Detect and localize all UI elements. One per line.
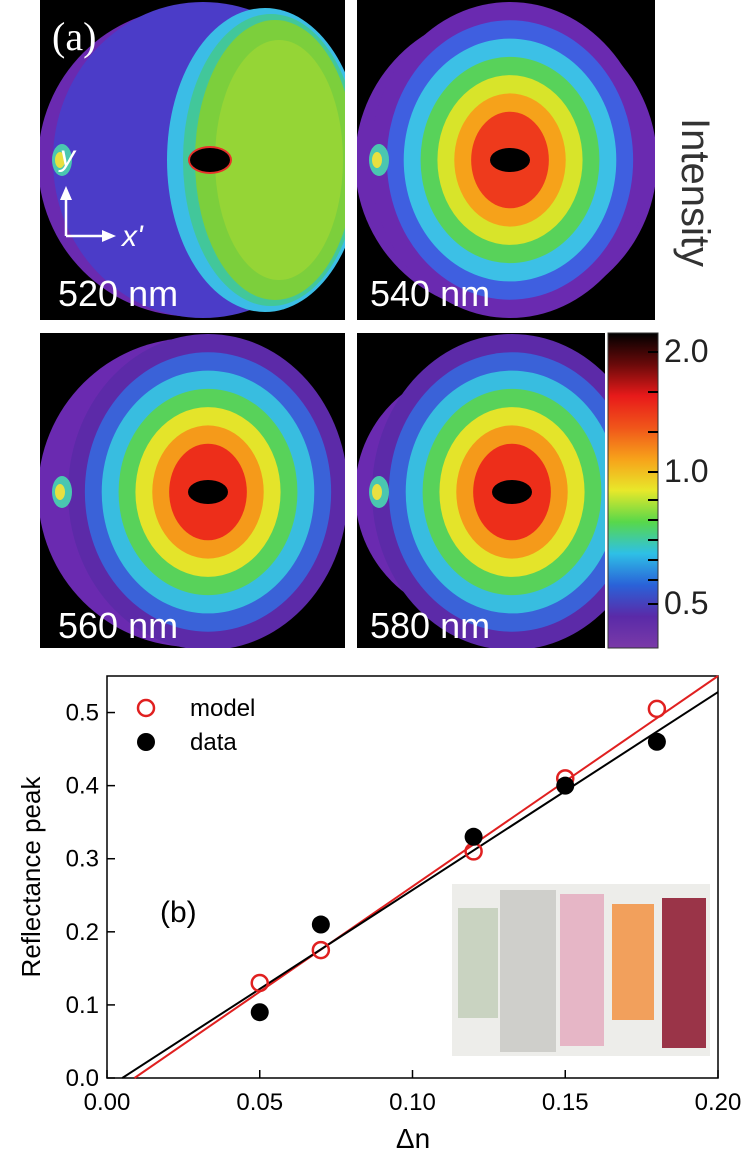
inset-film-3 (560, 894, 604, 1046)
wavelength-label-540: 540 nm (370, 273, 490, 314)
map-edge-spot-core (372, 484, 382, 500)
inset-film-2 (500, 890, 556, 1052)
map-hotspot (490, 148, 530, 172)
map-edge-spot-core (55, 152, 65, 168)
panel-b: 0.00 0.05 0.10 0.15 0.20 0.00.10.20.30.40.5 … (16, 675, 742, 1154)
map-hotspot (492, 480, 532, 504)
map-edge-spot-core (55, 484, 65, 500)
fit-lines (121, 675, 719, 1079)
map-560nm (40, 333, 345, 648)
point-model (311, 940, 331, 960)
point-data (647, 732, 666, 751)
wavelength-label-520: 520 nm (58, 273, 178, 314)
axis-y-label: y (58, 140, 77, 173)
map-540nm (357, 0, 655, 320)
axis-x-label: x' (120, 220, 144, 253)
axis-arrows: y x' (58, 140, 144, 253)
point-data (311, 915, 330, 934)
point-data (250, 1003, 269, 1022)
y-tick-label: 0.1 (66, 992, 99, 1019)
colorbar-tick-1: 1.0 (664, 453, 708, 489)
colorbar: 2.0 1.0 0.5 Intensity (607, 118, 717, 649)
map-hotspot (188, 480, 228, 504)
map-edge-spot-core (372, 152, 382, 168)
x-axis-title: Δn (396, 1123, 430, 1154)
colorbar-tick-marks (648, 351, 658, 605)
colorbar-title: Intensity (673, 118, 717, 267)
inset-photo (452, 884, 710, 1056)
inset-film-1 (458, 908, 498, 1018)
x-tick-label: 0.10 (389, 1089, 436, 1116)
x-axis: 0.00 0.05 0.10 0.15 0.20 (84, 1070, 742, 1116)
colorbar-tick-05: 0.5 (664, 585, 708, 621)
legend-marker-model (136, 698, 156, 718)
panel-a: (a) y x' 520 nm 540 nm 560 nm 580 nm (40, 0, 717, 649)
point-model (250, 973, 269, 993)
panel-a-label: (a) (52, 14, 96, 59)
map-580nm (357, 333, 605, 648)
y-tick-label: 0.2 (66, 919, 99, 946)
y-tick-label: 0.4 (66, 773, 99, 800)
colorbar-gradient (607, 332, 659, 649)
inset-film-4 (612, 904, 654, 1020)
legend-label-data: data (190, 729, 237, 756)
x-tick-label: 0.20 (695, 1089, 742, 1116)
y-axis: 0.0 0.1 0.2 0.3 0.4 0.5 (66, 700, 115, 1092)
map-520nm (40, 0, 345, 320)
panel-b-label: (b) (160, 896, 197, 929)
legend-label-model: model (190, 695, 255, 722)
y-tick-label: 0.0 (66, 1065, 99, 1092)
map-hotspot (190, 148, 230, 172)
legend: model data (136, 695, 255, 756)
x-tick-label: 0.15 (542, 1089, 589, 1116)
data-points (250, 699, 667, 1022)
x-tick-label: 0.05 (236, 1089, 283, 1116)
y-tick-label: 0.3 (66, 846, 99, 873)
fit-line-data (121, 691, 719, 1079)
inset-film-5 (662, 898, 706, 1048)
point-data (556, 776, 575, 795)
point-model (647, 699, 667, 719)
wavelength-label-580: 580 nm (370, 605, 490, 646)
fit-line-model (133, 675, 719, 1079)
colorbar-tick-2: 2.0 (664, 333, 708, 369)
y-tick-label: 0.5 (66, 700, 99, 727)
x-tick-label: 0.00 (84, 1089, 131, 1116)
y-axis-title: Reflectance peak (16, 776, 46, 978)
point-data (464, 827, 483, 846)
legend-marker-data (137, 733, 155, 751)
wavelength-label-560: 560 nm (58, 605, 178, 646)
map-ring (215, 40, 343, 280)
